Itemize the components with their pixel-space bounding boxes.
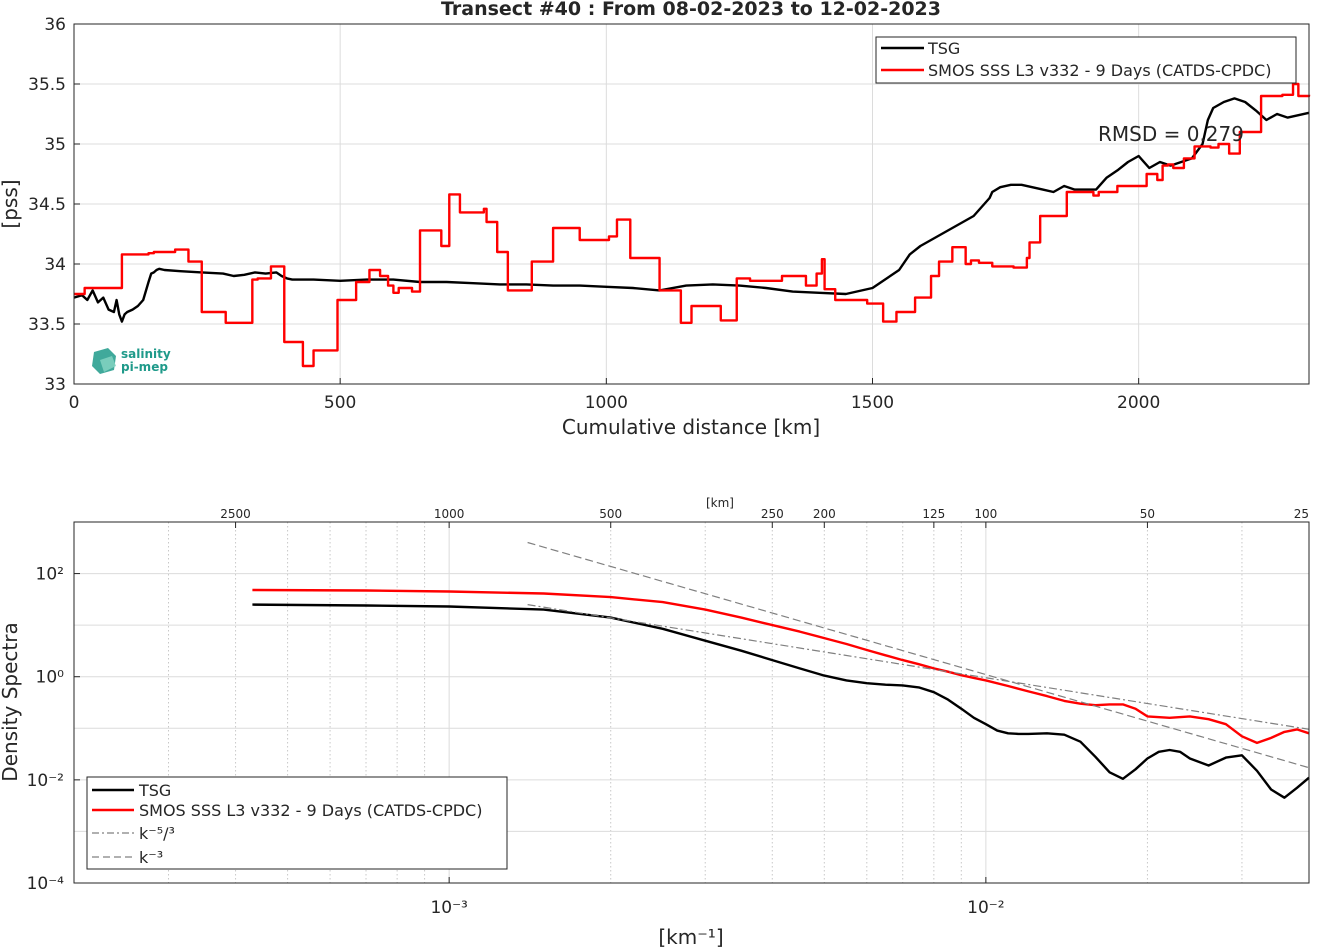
- transect-ytick-label: 36: [44, 15, 66, 35]
- spectrum-chart: 10⁻³ 10⁻² 10² 10⁰ 10⁻² 10⁻⁴ 2500 1000 500 250 200 1…: [0, 496, 1310, 948]
- spectrum-frame: [73, 521, 1310, 884]
- transect-ytick-label: 33.5: [28, 315, 66, 335]
- transect-xtick-label: 1500: [851, 393, 894, 413]
- transect-xtick-label: 2000: [1117, 393, 1160, 413]
- transect-legend: TSG SMOS SSS L3 v332 - 9 Days (CATDS-CPD…: [875, 36, 1297, 84]
- spectrum-legend-box: [86, 776, 508, 870]
- spectrum-top-tick-label: 25: [1294, 507, 1309, 521]
- transect-ytick-label: 34.5: [28, 195, 66, 215]
- transect-xlabel: Cumulative distance [km]: [562, 415, 820, 439]
- spectrum-top-tick-label: 100: [974, 507, 997, 521]
- transect-series: [73, 82, 1311, 368]
- spectrum-legend-label-k53: k⁻⁵/³: [139, 824, 175, 843]
- spectrum-legend-label-k3: k⁻³: [139, 848, 163, 867]
- spectrum-top-tick-label: 125: [922, 507, 945, 521]
- transect-xtick-label: 1000: [585, 393, 628, 413]
- spectrum-top-tick-label: 200: [813, 507, 836, 521]
- spectrum-ytick-label: 10⁻⁴: [27, 874, 65, 894]
- transect-ytick-label: 34: [44, 255, 66, 275]
- transect-legend-label-smos: SMOS SSS L3 v332 - 9 Days (CATDS-CPDC): [928, 61, 1271, 80]
- transect-ticks: 0 500 1000 1500 2000 33 33.5 34 34.5 35 35.5 36: [28, 15, 1160, 413]
- spectrum-ytick-label: 10²: [36, 565, 64, 585]
- spectrum-legend: TSG SMOS SSS L3 v332 - 9 Days (CATDS-CPD…: [86, 776, 508, 870]
- spectrum-line-k53: [527, 604, 1310, 730]
- spectrum-ylabel: Density Spectra: [0, 622, 22, 781]
- spectrum-line-tsg: [252, 603, 1310, 799]
- transect-title: Transect #40 : From 08-02-2023 to 12-02-…: [441, 0, 941, 20]
- spectrum-series: [252, 541, 1310, 799]
- transect-ytick-label: 35: [44, 135, 66, 155]
- salinity-pimep-logo: salinity pi-mep: [92, 347, 171, 374]
- spectrum-xtick-label: 10⁻³: [430, 898, 467, 918]
- transect-xtick-label: 500: [324, 393, 356, 413]
- spectrum-ticks: 10⁻³ 10⁻² 10² 10⁰ 10⁻² 10⁻⁴ 2500 1000 500 250 200 1…: [27, 507, 1310, 918]
- transect-grid: [74, 24, 1309, 384]
- transect-line-tsg: [73, 97, 1310, 323]
- spectrum-top-tick-label: 50: [1140, 507, 1155, 521]
- spectrum-top-xlabel: [km]: [706, 496, 734, 510]
- transect-ytick-label: 35.5: [28, 75, 66, 95]
- spectrum-top-tick-label: 1000: [434, 507, 465, 521]
- spectrum-legend-label-tsg: TSG: [138, 781, 171, 800]
- transect-legend-box: [875, 36, 1297, 84]
- logo-text-salinity: salinity: [121, 347, 171, 361]
- logo-text-pimep: pi-mep: [121, 360, 168, 374]
- logo-mark-highlight: [100, 356, 116, 372]
- spectrum-ytick-label: 10⁰: [36, 668, 65, 688]
- spectrum-legend-label-smos: SMOS SSS L3 v332 - 9 Days (CATDS-CPDC): [139, 801, 482, 820]
- spectrum-top-tick-label: 250: [761, 507, 784, 521]
- transect-legend-label-tsg: TSG: [927, 39, 960, 58]
- spectrum-ytick-label: 10⁻²: [27, 771, 64, 791]
- spectrum-line-k3: [527, 541, 1310, 769]
- spectrum-xtick-label: 10⁻²: [967, 898, 1004, 918]
- spectrum-top-tick-label: 2500: [220, 507, 251, 521]
- transect-ytick-label: 33: [44, 375, 66, 395]
- rmsd-annotation: RMSD = 0.279: [1098, 122, 1244, 146]
- transect-xtick-label: 0: [69, 393, 80, 413]
- transect-ylabel: [pss]: [0, 179, 22, 228]
- spectrum-line-smos: [252, 588, 1310, 745]
- spectrum-xlabel: [km⁻¹]: [658, 925, 723, 948]
- spectrum-top-tick-label: 500: [599, 507, 622, 521]
- transect-line-smos: [74, 82, 1311, 368]
